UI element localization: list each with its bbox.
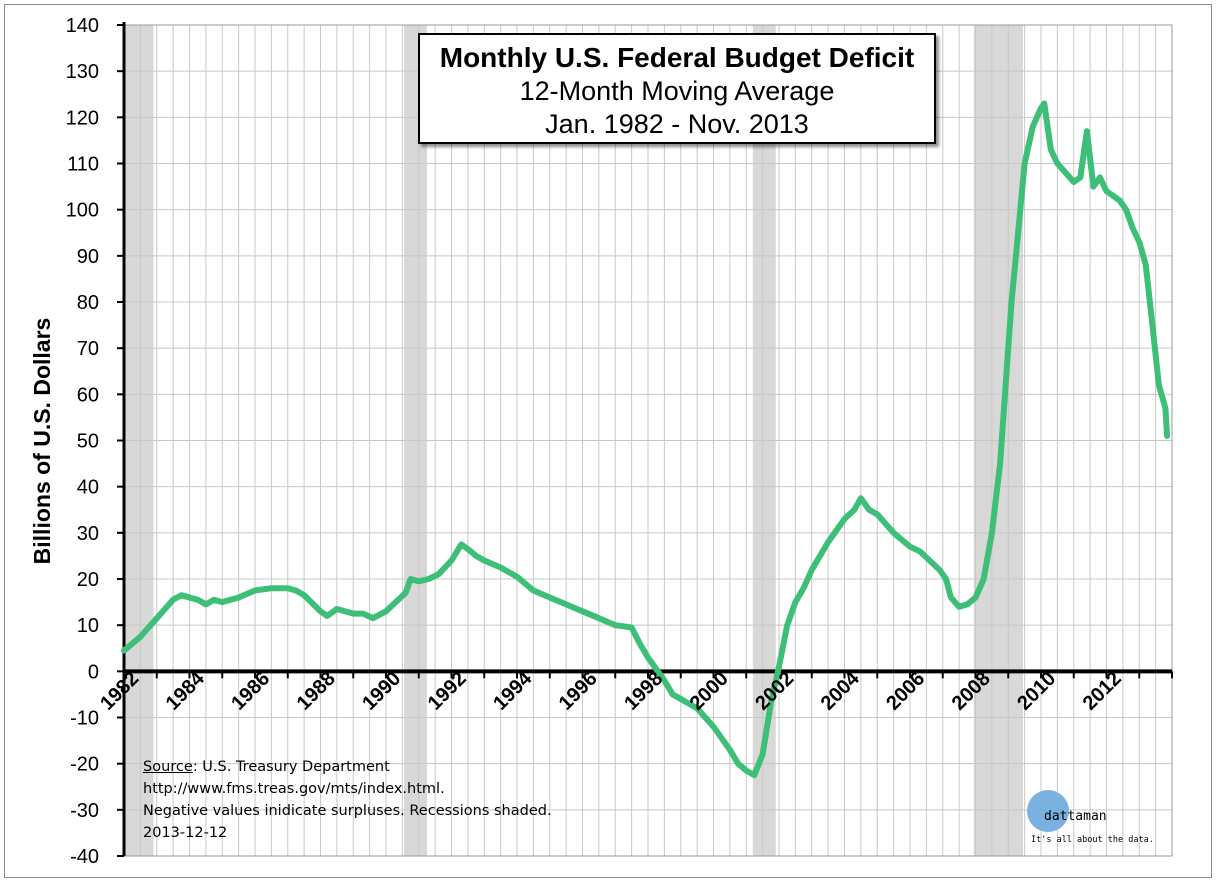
y-tick-label: 100 bbox=[66, 200, 99, 222]
logo-name: dattaman bbox=[1044, 809, 1107, 824]
x-tick-label: 2006 bbox=[882, 668, 929, 715]
y-tick-label: 30 bbox=[77, 523, 99, 545]
source-label: Source bbox=[143, 759, 193, 775]
x-tick-label: 1984 bbox=[162, 667, 210, 715]
y-tick-label: 140 bbox=[66, 15, 99, 37]
x-tick-label: 1996 bbox=[555, 668, 602, 715]
series-line-group bbox=[121, 100, 1171, 779]
logo-tagline: It's all about the data. bbox=[1031, 835, 1154, 845]
notes-date: 2013-12-12 bbox=[143, 825, 228, 841]
y-tick-label: -30 bbox=[70, 800, 99, 822]
source-url: http://www.fms.treas.gov/mts/index.html. bbox=[143, 781, 445, 797]
axes bbox=[117, 22, 1173, 857]
y-tick-label: 10 bbox=[77, 615, 99, 637]
y-tick-label: -20 bbox=[70, 754, 99, 776]
chart-subtitle: 12-Month Moving Average bbox=[519, 76, 835, 106]
y-tick-label: 80 bbox=[77, 292, 99, 314]
x-tick-label: 2004 bbox=[817, 667, 865, 715]
y-tick-label: 50 bbox=[77, 431, 99, 453]
x-tick-label: 1990 bbox=[358, 668, 405, 715]
source-line: Source: U.S. Treasury Department bbox=[143, 756, 552, 778]
y-tick-label: 130 bbox=[66, 61, 99, 83]
gridlines bbox=[123, 24, 1173, 857]
source-notes: Source: U.S. Treasury Department http://… bbox=[143, 756, 552, 844]
y-tick-label: 70 bbox=[77, 338, 99, 360]
logo-circle-icon bbox=[1027, 790, 1069, 832]
y-tick-label: 90 bbox=[77, 246, 99, 268]
y-axis-label: Billions of U.S. Dollars bbox=[29, 318, 55, 565]
y-tick-label: 0 bbox=[88, 661, 99, 683]
x-tick-label: 1994 bbox=[489, 667, 537, 715]
y-tick-label: -40 bbox=[70, 846, 99, 868]
chart-date-range: Jan. 1982 - Nov. 2013 bbox=[545, 109, 809, 139]
y-tick-label: 110 bbox=[67, 154, 99, 176]
x-tick-label: 1992 bbox=[424, 668, 471, 715]
x-tick-label: 1988 bbox=[293, 668, 340, 715]
series-line bbox=[121, 100, 1171, 779]
chart-title-box: Monthly U.S. Federal Budget Deficit 12-M… bbox=[418, 33, 936, 144]
source-text: : U.S. Treasury Department bbox=[192, 759, 390, 775]
y-tick-label: 40 bbox=[77, 477, 99, 499]
y-tick-label: 120 bbox=[66, 107, 99, 129]
y-tick-label: 60 bbox=[77, 384, 99, 406]
notes-explanation: Negative values inidicate surpluses. Rec… bbox=[143, 803, 552, 819]
y-tick-label: 20 bbox=[77, 569, 99, 591]
x-tick-label: 1986 bbox=[227, 668, 274, 715]
y-tick-label: -10 bbox=[70, 708, 99, 730]
chart-title: Monthly U.S. Federal Budget Deficit bbox=[439, 42, 915, 73]
x-tick-label: 2012 bbox=[1079, 668, 1126, 715]
